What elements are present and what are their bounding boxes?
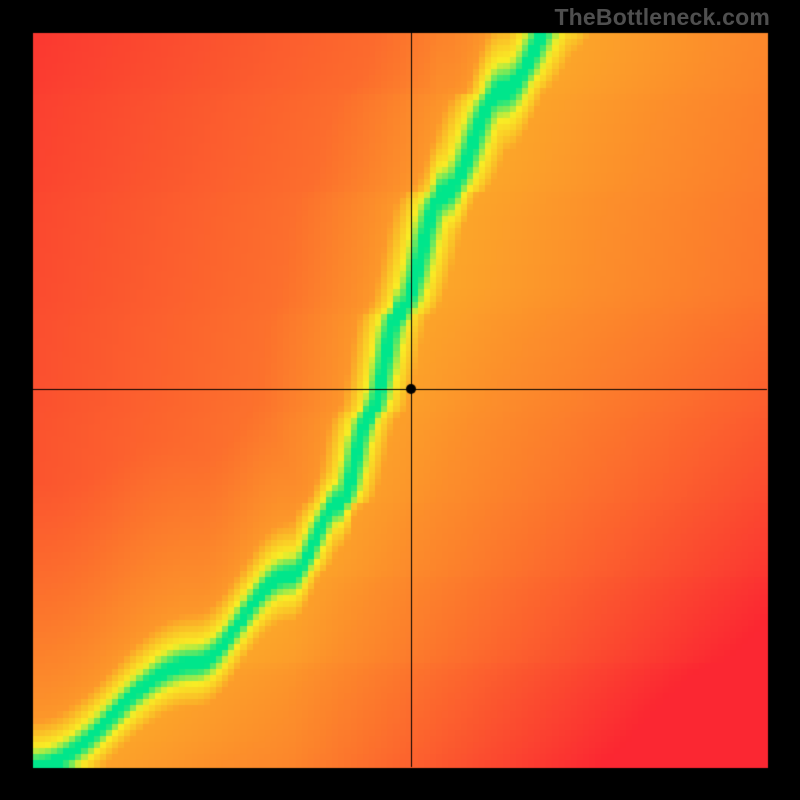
bottleneck-heatmap <box>0 0 800 800</box>
chart-container: TheBottleneck.com <box>0 0 800 800</box>
